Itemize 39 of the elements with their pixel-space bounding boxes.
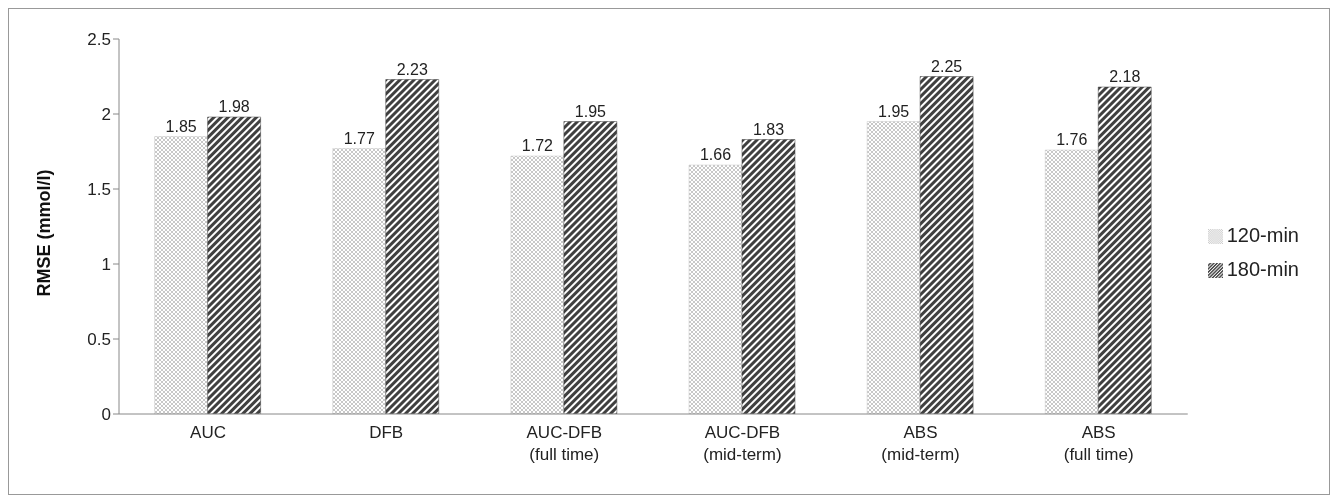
- bar: [563, 121, 618, 414]
- bar: [154, 136, 208, 414]
- data-label: 1.83: [752, 120, 785, 138]
- bar: [385, 79, 439, 414]
- data-label: 2.25: [931, 57, 963, 75]
- bar: [1044, 149, 1099, 414]
- legend-label: 120-min: [1226, 223, 1299, 246]
- x-tick-label: AUC-DFB (mid-term): [703, 423, 782, 464]
- y-axis-title: RMSE (mmol/l): [34, 169, 55, 297]
- legend-label: 180-min: [1226, 257, 1299, 280]
- data-label: 2.18: [1109, 68, 1141, 85]
- x-tick-label: AUC: [190, 423, 227, 442]
- bar: [688, 164, 743, 414]
- bar: [866, 121, 921, 414]
- bar: [919, 76, 974, 414]
- data-label: 1.72: [521, 137, 554, 154]
- data-label: 1.85: [165, 117, 197, 135]
- x-tick-label: ABS (mid-term): [881, 423, 960, 464]
- y-tick-label: 0.5: [87, 330, 111, 350]
- bar: [741, 139, 796, 414]
- x-tick-label: DFB: [369, 423, 404, 442]
- data-label: 1.98: [218, 98, 250, 115]
- data-label: 1.77: [343, 129, 375, 147]
- bar: [1097, 86, 1152, 414]
- y-tick-label: 0: [101, 405, 111, 425]
- data-label: 1.95: [878, 102, 910, 120]
- y-tick-label: 1: [101, 255, 111, 275]
- bar: [332, 148, 386, 414]
- data-label: 2.23: [396, 60, 428, 78]
- bar: [510, 155, 565, 414]
- y-tick-label: 2: [101, 105, 111, 125]
- data-label: 1.76: [1056, 131, 1088, 148]
- data-label: 1.66: [699, 146, 732, 163]
- data-label: 1.95: [574, 102, 607, 120]
- bar: [207, 116, 261, 414]
- y-tick-label: 1.5: [87, 180, 111, 200]
- y-tick-label: 2.5: [87, 30, 111, 50]
- x-tick-label: ABS (full time): [1063, 423, 1134, 464]
- x-tick-label: AUC-DFB (full time): [526, 423, 603, 464]
